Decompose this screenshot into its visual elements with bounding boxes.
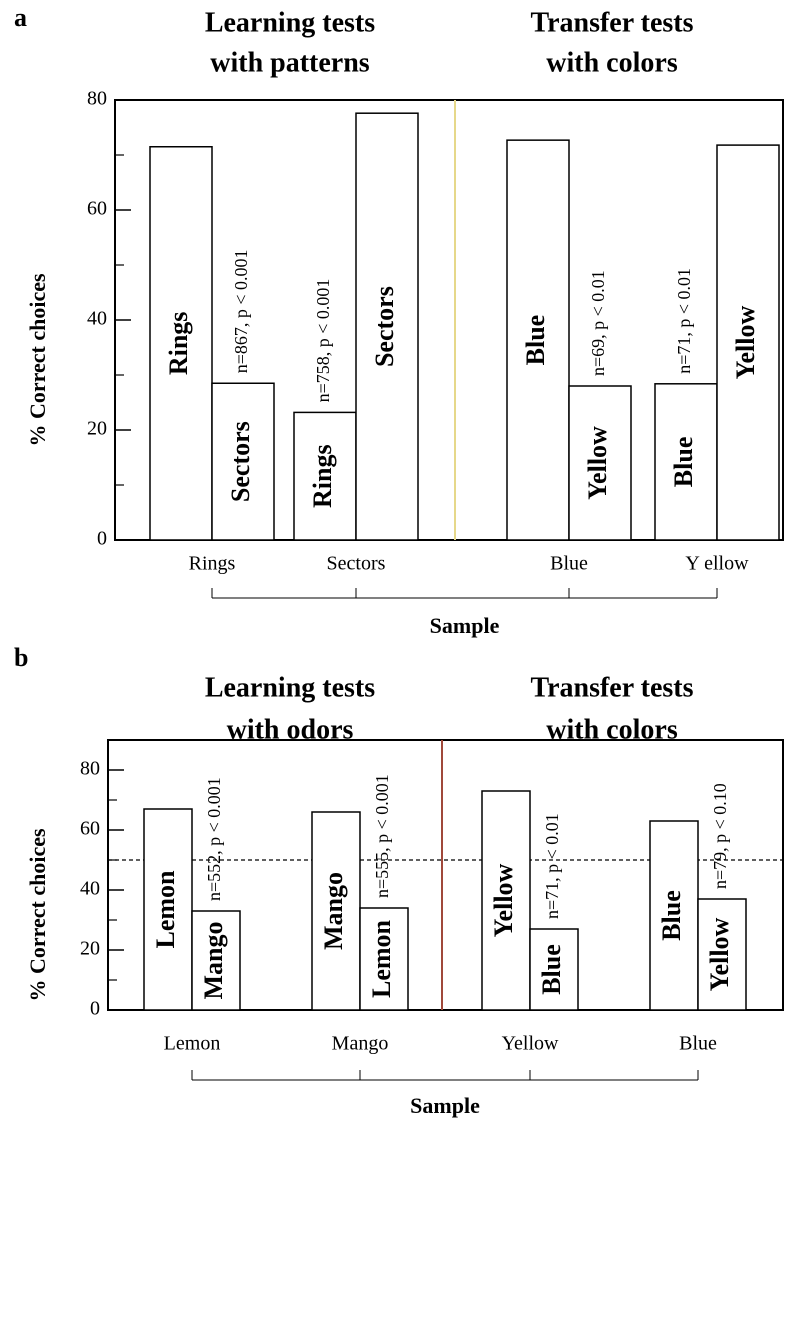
- x-tick-label: Yellow: [502, 1033, 559, 1055]
- bar: [716, 144, 780, 541]
- y-axis-label: % Correct choices: [25, 273, 50, 447]
- bar: [355, 112, 419, 541]
- annotation: n=71, p < 0.01: [542, 813, 562, 919]
- x-tick-label: Y ellow: [685, 553, 749, 575]
- x-tick-label: Lemon: [164, 1033, 221, 1055]
- bar-label: Sectors: [370, 286, 399, 367]
- bar-label: Blue: [669, 437, 698, 488]
- bar-label: Mango: [319, 872, 348, 950]
- annotation: n=71, p < 0.01: [674, 268, 694, 374]
- bar: [143, 808, 193, 1011]
- y-tick-label: 60: [80, 818, 100, 840]
- bar: [649, 820, 699, 1011]
- bar: [568, 385, 632, 541]
- section-title: Learning tests: [205, 672, 375, 703]
- annotation: n=867, p < 0.001: [231, 249, 251, 373]
- bar: [481, 790, 531, 1011]
- y-tick-label: 20: [80, 938, 100, 960]
- annotation: n=552, p < 0.001: [204, 777, 224, 901]
- y-tick-label: 80: [80, 758, 100, 780]
- bar: [506, 139, 570, 541]
- bar-label: Blue: [657, 890, 686, 941]
- bar-label: Sectors: [226, 421, 255, 502]
- bar: [311, 811, 361, 1011]
- panel-letter: a: [14, 3, 27, 32]
- x-tick-label: Blue: [550, 553, 588, 575]
- bar-label: Blue: [521, 315, 550, 366]
- annotation: n=69, p < 0.01: [588, 270, 608, 376]
- section-title: Transfer tests: [530, 7, 693, 38]
- y-axis-label: % Correct choices: [25, 828, 50, 1002]
- y-tick-label: 20: [87, 418, 107, 440]
- x-tick-label: Blue: [679, 1033, 717, 1055]
- x-tick-label: Sectors: [327, 553, 386, 575]
- annotation: n=555, p < 0.001: [372, 774, 392, 898]
- annotation: n=758, p < 0.001: [313, 279, 333, 403]
- section-title: with colors: [546, 47, 678, 78]
- bar: [697, 898, 747, 1011]
- bar: [529, 928, 579, 1011]
- y-tick-label: 40: [80, 878, 100, 900]
- bar-label: Rings: [308, 444, 337, 508]
- section-title: with patterns: [210, 47, 370, 78]
- y-tick-label: 40: [87, 308, 107, 330]
- bar: [191, 910, 241, 1011]
- panel-letter: b: [14, 643, 28, 672]
- section-title: Transfer tests: [530, 672, 693, 703]
- y-tick-label: 0: [97, 528, 107, 550]
- x-axis-label: Sample: [410, 1093, 480, 1118]
- bar-label: Blue: [537, 944, 566, 995]
- y-tick-label: 0: [90, 998, 100, 1020]
- bar-label: Yellow: [489, 863, 518, 937]
- x-axis-label: Sample: [430, 613, 500, 638]
- plot-frame: [107, 739, 784, 1011]
- bar-label: Yellow: [583, 426, 612, 500]
- bar: [359, 907, 409, 1011]
- bar-label: Yellow: [705, 917, 734, 991]
- bar-label: Lemon: [367, 919, 396, 998]
- section-title: Learning tests: [205, 7, 375, 38]
- bar: [149, 146, 213, 541]
- y-tick-label: 80: [87, 88, 107, 110]
- x-tick-label: Mango: [332, 1033, 389, 1055]
- bar-label: Lemon: [151, 870, 180, 949]
- annotation: n=79, p < 0.10: [710, 783, 730, 889]
- bar-label: Mango: [199, 922, 228, 1000]
- bar: [211, 382, 275, 541]
- bar-label: Rings: [164, 312, 193, 376]
- y-tick-label: 60: [87, 198, 107, 220]
- bar-label: Yellow: [731, 306, 760, 380]
- bar: [654, 383, 718, 541]
- x-tick-label: Rings: [189, 553, 236, 575]
